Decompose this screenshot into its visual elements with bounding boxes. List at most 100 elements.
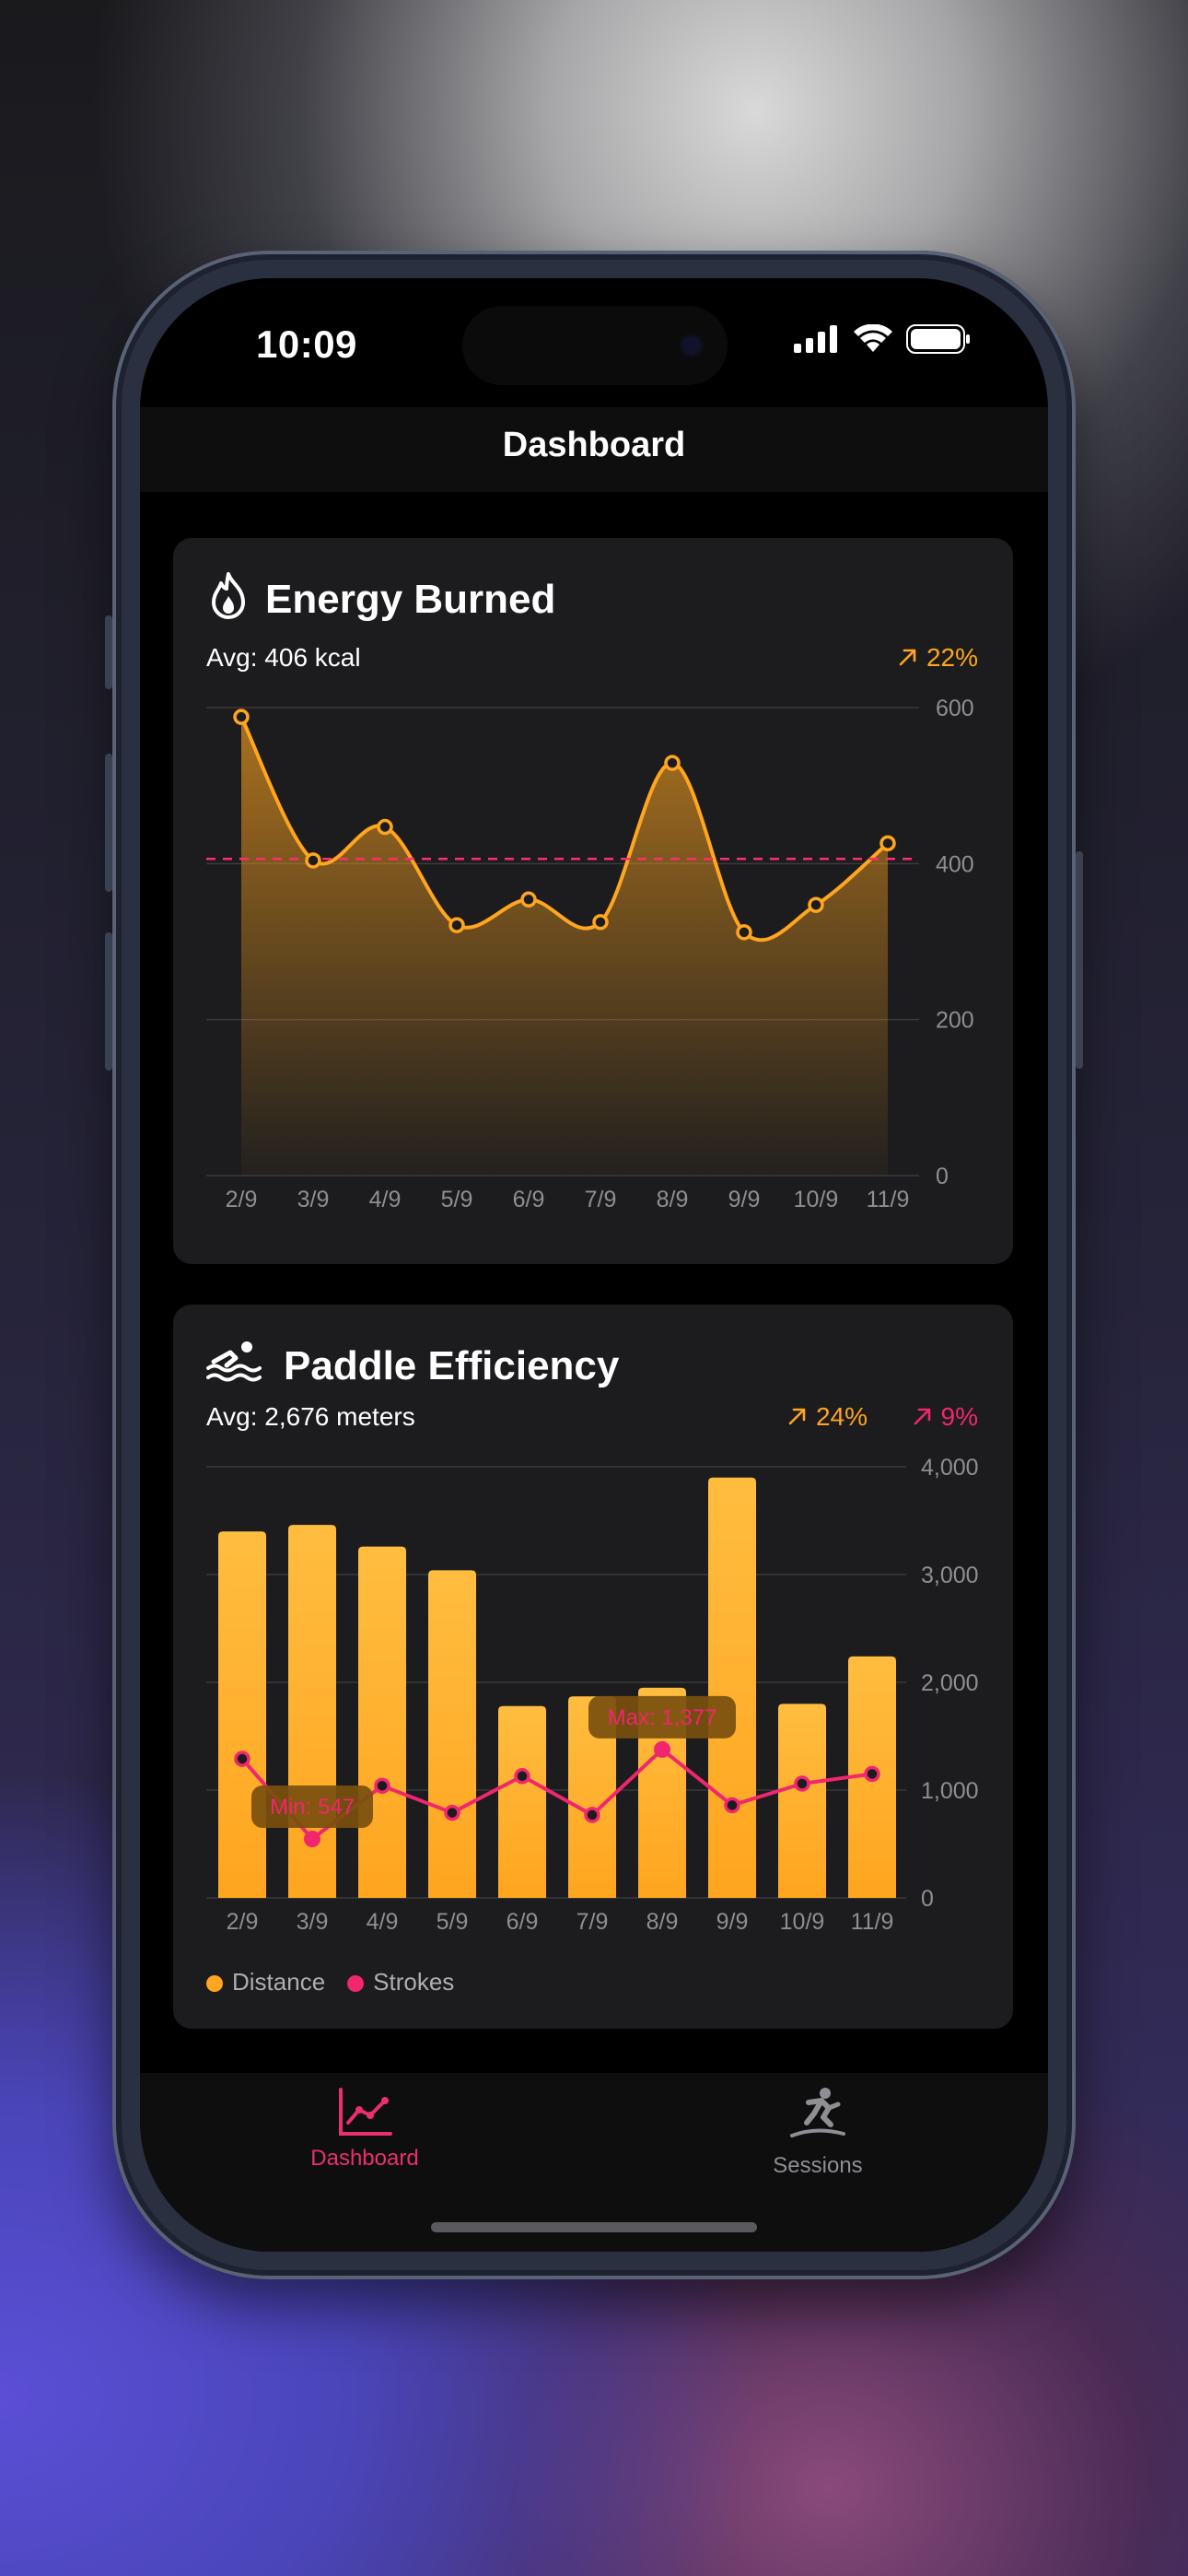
data-point xyxy=(736,924,752,941)
bar-distance xyxy=(428,1570,476,1898)
wifi-icon xyxy=(854,324,892,352)
data-point xyxy=(377,818,393,836)
strokes-point xyxy=(794,1775,810,1792)
bar-distance xyxy=(708,1477,756,1898)
x-tick-label: 10/9 xyxy=(794,1187,839,1212)
tab-label: Dashboard xyxy=(310,2146,419,2171)
card-title: Paddle Efficiency xyxy=(284,1343,620,1388)
flame-icon xyxy=(212,572,245,619)
arrow-up-right-icon xyxy=(914,1408,930,1425)
camera-icon xyxy=(680,334,704,357)
bar-distance xyxy=(218,1531,266,1898)
series-line xyxy=(239,716,890,943)
dashboard-content[interactable]: Energy Burned Avg: 406 kcal 22% 0 200 400 6… xyxy=(140,492,1048,2073)
y-tick-label: 400 xyxy=(936,851,974,877)
y-tick-label: 3,000 xyxy=(921,1563,979,1588)
y-tick-label: 200 xyxy=(936,1008,974,1034)
tab-label: Sessions xyxy=(773,2153,863,2178)
x-tick-label: 4/9 xyxy=(369,1187,402,1212)
legend-swatch xyxy=(347,1975,365,1993)
line-chart-icon xyxy=(339,2088,392,2136)
screen: 10:09 Dashboard xyxy=(140,278,1048,2252)
bar-distance xyxy=(568,1696,616,1898)
x-tick-label: 9/9 xyxy=(728,1187,761,1212)
strokes-point xyxy=(584,1807,600,1823)
data-point xyxy=(808,896,824,913)
strokes-point xyxy=(234,1751,250,1767)
battery-icon xyxy=(906,324,970,354)
arrow-up-right-icon xyxy=(788,1408,806,1425)
x-tick-label: 6/9 xyxy=(507,1909,539,1935)
x-tick-label: 2/9 xyxy=(227,1909,259,1935)
x-tick-label: 11/9 xyxy=(851,1909,894,1935)
min-annotation-bubble xyxy=(251,1786,373,1829)
paddle-bar-chart: 0 1,000 2,000 3,000 4,000 Min: 547 Max: 1,377 2… xyxy=(206,1456,979,1935)
dynamic-island xyxy=(462,306,728,385)
area-fill xyxy=(241,717,888,1176)
power-button xyxy=(1076,851,1083,1069)
legend-swatch xyxy=(206,1975,223,1993)
x-tick-label: 4/9 xyxy=(367,1909,399,1935)
y-tick-label: 600 xyxy=(936,696,974,721)
card-title: Energy Burned xyxy=(265,577,556,622)
x-tick-label: 2/9 xyxy=(226,1187,258,1212)
legend-label: Strokes xyxy=(373,1968,455,1996)
paddle-efficiency-card[interactable]: Paddle Efficiency Avg: 2,676 meters 24% … xyxy=(173,1305,1013,2029)
swimmer-icon xyxy=(206,1341,262,1382)
volume-down-button xyxy=(105,932,112,1071)
max-annotation: Max: 1,377 xyxy=(608,1705,717,1730)
data-point xyxy=(305,852,321,869)
x-tick-label: 8/9 xyxy=(657,1187,689,1212)
x-tick-label: 11/9 xyxy=(867,1187,910,1212)
tab-dashboard[interactable]: Dashboard xyxy=(273,2086,457,2172)
bar-distance xyxy=(498,1705,546,1898)
legend-item-distance: Distance xyxy=(206,1968,325,1996)
legend-label: Distance xyxy=(232,1968,326,1996)
action-button xyxy=(105,615,112,689)
status-bar: 10:09 xyxy=(140,278,1048,407)
legend-item-strokes: Strokes xyxy=(347,1968,454,1996)
bar-distance xyxy=(638,1687,686,1898)
y-tick-label: 0 xyxy=(921,1886,934,1912)
data-point xyxy=(879,835,896,852)
home-indicator[interactable] xyxy=(431,2222,757,2232)
tab-sessions[interactable]: Sessions xyxy=(726,2086,910,2179)
energy-trend-value: 22% xyxy=(926,643,978,672)
distance-trend: 24% xyxy=(786,1402,868,1432)
surfer-icon xyxy=(790,2088,845,2137)
min-annotation: Min: 547 xyxy=(270,1795,355,1820)
arrow-up-right-icon xyxy=(899,649,916,666)
x-tick-label: 8/9 xyxy=(646,1909,679,1935)
page-title: Dashboard xyxy=(502,426,686,464)
chart-legend: Distance Strokes xyxy=(206,1968,454,1996)
x-tick-label: 10/9 xyxy=(780,1909,825,1935)
x-tick-label: 5/9 xyxy=(437,1909,469,1935)
volume-up-button xyxy=(105,754,112,892)
energy-average: Avg: 406 kcal xyxy=(206,643,361,672)
strokes-trend-value: 9% xyxy=(940,1402,978,1431)
strokes-point-highlight xyxy=(654,1740,670,1758)
status-icons xyxy=(794,324,971,354)
strokes-point xyxy=(444,1804,460,1821)
data-point xyxy=(233,708,250,725)
strokes-trend: 9% xyxy=(912,1402,978,1432)
data-point xyxy=(520,891,537,908)
tab-bar: Dashboard Sessions xyxy=(140,2073,1048,2252)
status-time: 10:09 xyxy=(256,322,357,366)
navigation-bar: Dashboard xyxy=(140,407,1048,492)
strokes-point xyxy=(374,1777,390,1795)
x-tick-label: 3/9 xyxy=(297,1187,330,1212)
x-tick-label: 5/9 xyxy=(441,1187,473,1212)
paddle-average: Avg: 2,676 meters xyxy=(206,1402,415,1431)
energy-burned-card[interactable]: Energy Burned Avg: 406 kcal 22% 0 200 400 6… xyxy=(173,538,1013,1264)
strokes-point-highlight xyxy=(304,1831,320,1848)
y-tick-label: 1,000 xyxy=(921,1778,979,1804)
x-tick-label: 9/9 xyxy=(716,1909,749,1935)
data-point xyxy=(448,917,465,933)
bar-distance xyxy=(358,1546,406,1898)
cellular-signal-icon xyxy=(794,325,837,353)
strokes-point xyxy=(724,1797,740,1814)
energy-line-chart: 0 200 400 600 2/9 3/9 4/9 5/9 6/9 7/9 8/9 9/9 10/9 11… xyxy=(206,696,974,1212)
distance-trend-value: 24% xyxy=(815,1402,868,1431)
y-tick-label: 4,000 xyxy=(921,1456,979,1481)
